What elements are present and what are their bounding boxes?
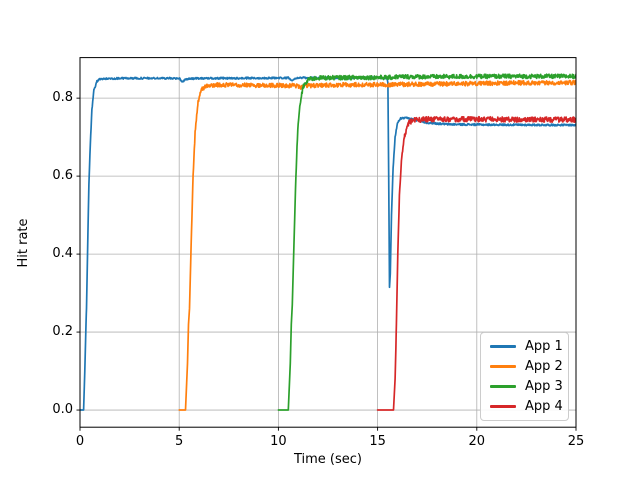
y-tick-label: 0.8 xyxy=(52,90,73,106)
y-axis-label: Hit rate xyxy=(16,218,31,268)
legend-item-app-4: App 4 xyxy=(490,398,563,414)
legend-item-app-2: App 2 xyxy=(490,359,563,375)
y-tick-label: 0.4 xyxy=(52,246,73,262)
series-line-app-2 xyxy=(178,79,576,411)
legend-item-app-3: App 3 xyxy=(490,378,563,394)
legend: App 1 App 2 App 3 App 4 xyxy=(480,332,569,421)
x-tick-label: 25 xyxy=(567,434,585,449)
axes-spines xyxy=(79,57,577,428)
y-tick-label: 0.6 xyxy=(52,168,73,184)
series-line-app-3 xyxy=(277,73,576,411)
legend-item-app-1: App 1 xyxy=(490,339,563,355)
legend-label: App 3 xyxy=(525,378,563,394)
series-line-app-4 xyxy=(376,115,576,411)
x-tick-label: 10 xyxy=(270,434,287,449)
legend-label: App 1 xyxy=(525,339,563,355)
y-tick-label: 0.0 xyxy=(52,402,73,418)
legend-line-swatch xyxy=(490,345,516,349)
y-tick-label: 0.2 xyxy=(52,324,73,340)
legend-line-swatch xyxy=(490,404,516,408)
x-tick-label: 0 xyxy=(75,434,85,449)
x-tick-label: 15 xyxy=(369,434,386,449)
legend-line-swatch xyxy=(490,365,516,369)
x-axis-label: Time (sec) xyxy=(293,452,362,467)
series-group xyxy=(80,73,576,411)
x-tick-label: 5 xyxy=(175,434,184,449)
legend-label: App 4 xyxy=(525,398,563,414)
legend-line-swatch xyxy=(490,384,516,388)
legend-label: App 2 xyxy=(525,359,563,375)
x-tick-label: 20 xyxy=(468,434,486,449)
